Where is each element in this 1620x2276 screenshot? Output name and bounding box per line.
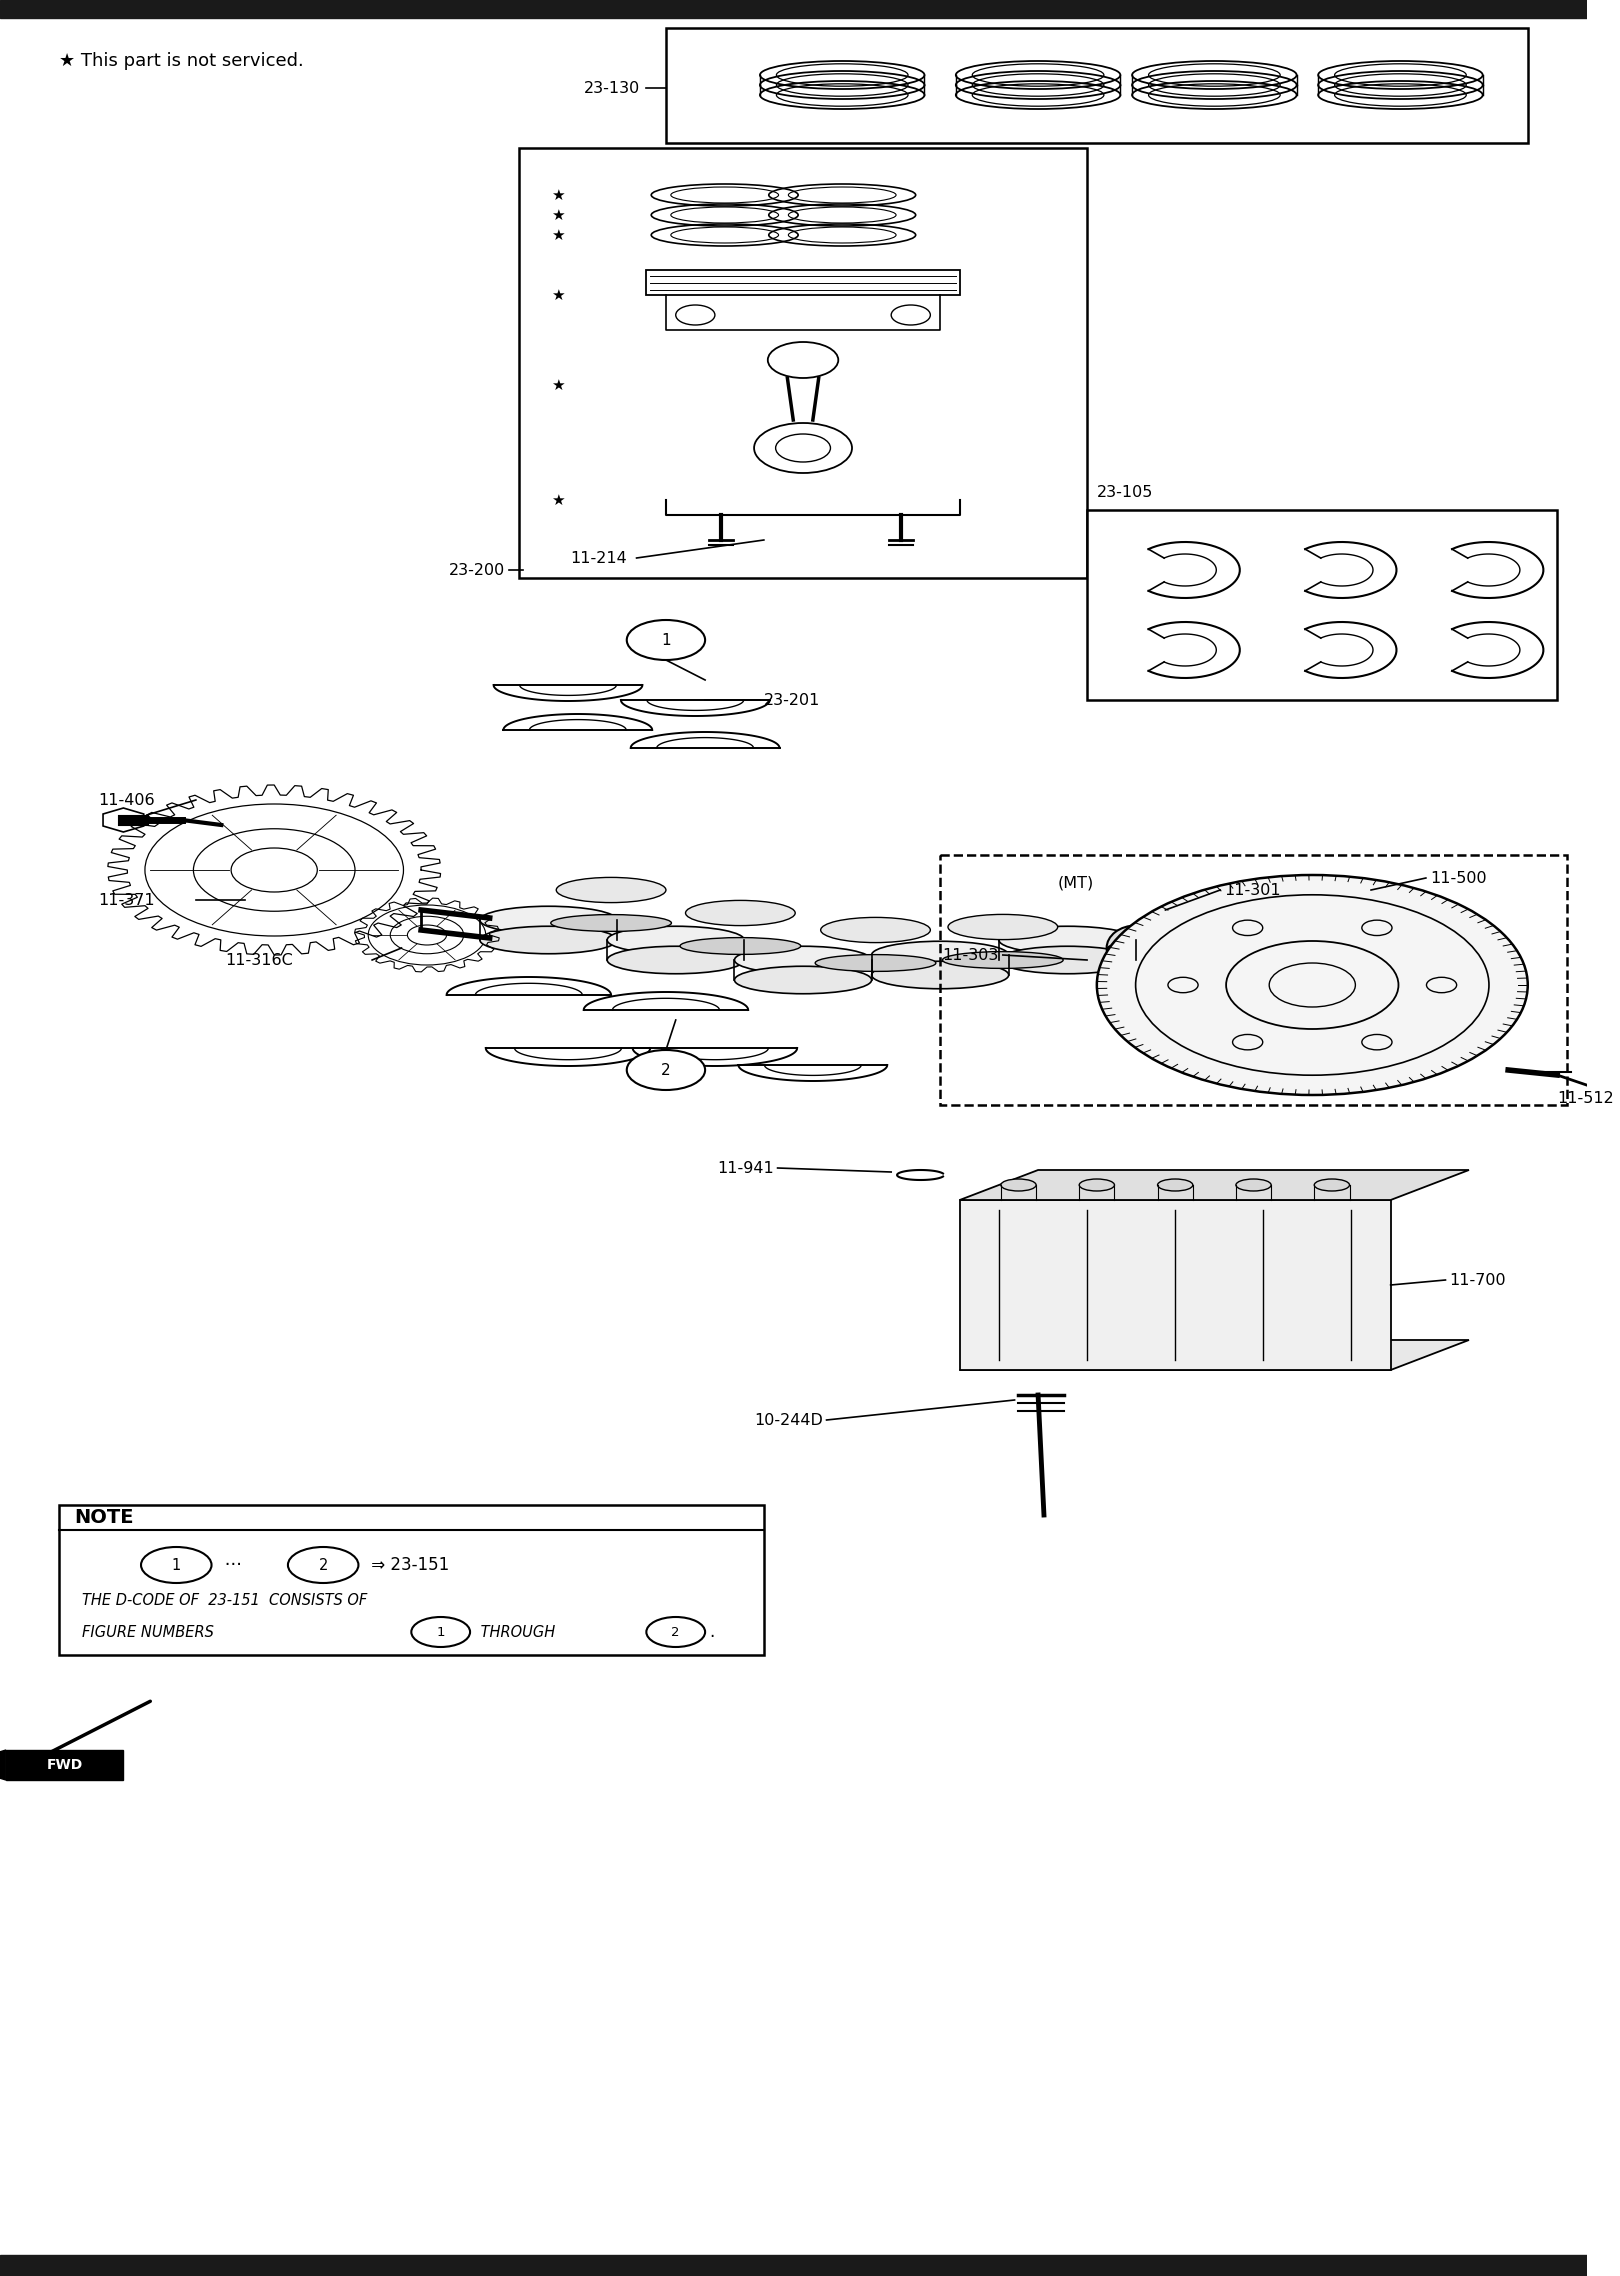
Circle shape	[1108, 945, 1118, 951]
Text: 11-316C: 11-316C	[225, 951, 293, 967]
Text: ★: ★	[551, 378, 565, 391]
Ellipse shape	[480, 906, 617, 933]
Text: 11-301: 11-301	[1225, 883, 1281, 897]
Text: THROUGH: THROUGH	[476, 1625, 561, 1639]
Text: 11-214: 11-214	[570, 551, 627, 564]
Polygon shape	[959, 1199, 1390, 1370]
Bar	[0, 2256, 1586, 2276]
Text: .: .	[710, 1623, 714, 1641]
Text: ★ This part is not serviced.: ★ This part is not serviced.	[58, 52, 303, 71]
Ellipse shape	[1106, 926, 1165, 970]
Ellipse shape	[551, 915, 671, 931]
Ellipse shape	[685, 901, 795, 926]
Ellipse shape	[815, 954, 936, 972]
Ellipse shape	[821, 917, 930, 942]
Text: 11-371: 11-371	[97, 892, 154, 908]
Text: 1: 1	[172, 1557, 181, 1573]
Ellipse shape	[608, 926, 744, 954]
Ellipse shape	[734, 967, 872, 995]
Text: ···: ···	[219, 1557, 248, 1575]
Ellipse shape	[872, 942, 1009, 970]
Text: NOTE: NOTE	[75, 1509, 134, 1527]
Text: 23-105: 23-105	[1097, 485, 1153, 501]
Text: 11-941: 11-941	[718, 1161, 774, 1174]
Circle shape	[627, 619, 705, 660]
Text: 1: 1	[661, 633, 671, 646]
Text: 23-201: 23-201	[765, 692, 820, 708]
Text: 11-406: 11-406	[97, 792, 154, 808]
Ellipse shape	[1158, 1179, 1192, 1190]
Polygon shape	[0, 1750, 6, 1780]
Circle shape	[627, 1049, 705, 1090]
Text: (MT): (MT)	[1058, 874, 1094, 890]
Text: 1: 1	[436, 1625, 446, 1639]
Bar	[940, 856, 1567, 1106]
Text: ★: ★	[551, 287, 565, 303]
Bar	[666, 27, 1528, 143]
Text: THE D-CODE OF  23-151  CONSISTS OF: THE D-CODE OF 23-151 CONSISTS OF	[83, 1593, 368, 1607]
Ellipse shape	[1079, 1179, 1115, 1190]
Text: FWD: FWD	[47, 1757, 83, 1773]
Ellipse shape	[608, 947, 744, 974]
Ellipse shape	[948, 915, 1058, 940]
Ellipse shape	[872, 960, 1009, 988]
Text: 2: 2	[319, 1557, 327, 1573]
Bar	[1087, 510, 1557, 701]
Bar	[0, 0, 1586, 18]
Polygon shape	[959, 1170, 1469, 1199]
Text: 23-130: 23-130	[585, 80, 640, 96]
Text: ★: ★	[551, 207, 565, 223]
Ellipse shape	[556, 879, 666, 904]
Ellipse shape	[1314, 1179, 1349, 1190]
Text: 23-200: 23-200	[449, 562, 505, 578]
Circle shape	[646, 1616, 705, 1648]
Circle shape	[1119, 951, 1129, 956]
Polygon shape	[646, 271, 959, 296]
Text: 11-512: 11-512	[1557, 1090, 1614, 1106]
Ellipse shape	[1000, 926, 1136, 954]
Circle shape	[288, 1548, 358, 1584]
Bar	[58, 1504, 765, 1655]
Ellipse shape	[943, 951, 1063, 967]
Ellipse shape	[734, 947, 872, 974]
Text: 2: 2	[661, 1063, 671, 1077]
Circle shape	[141, 1548, 212, 1584]
Text: ★: ★	[551, 228, 565, 244]
Circle shape	[411, 1616, 470, 1648]
Text: 10-244D: 10-244D	[753, 1413, 823, 1427]
Text: ★: ★	[551, 187, 565, 203]
Ellipse shape	[1000, 947, 1136, 974]
Text: ★: ★	[551, 492, 565, 508]
Circle shape	[1097, 874, 1528, 1095]
Ellipse shape	[680, 938, 800, 954]
Text: ⇒ 23-151: ⇒ 23-151	[366, 1557, 449, 1575]
Circle shape	[1142, 951, 1153, 956]
Ellipse shape	[480, 926, 617, 954]
Text: 11-500: 11-500	[1430, 869, 1487, 885]
Text: 2: 2	[671, 1625, 680, 1639]
Ellipse shape	[1001, 1179, 1037, 1190]
Circle shape	[1142, 940, 1153, 945]
Circle shape	[1119, 940, 1129, 945]
Text: 11-303: 11-303	[943, 947, 1000, 963]
Bar	[518, 148, 1087, 578]
Text: 11-700: 11-700	[1450, 1272, 1507, 1288]
Polygon shape	[959, 1341, 1469, 1370]
Text: FIGURE NUMBERS: FIGURE NUMBERS	[83, 1625, 219, 1639]
Ellipse shape	[1236, 1179, 1272, 1190]
Polygon shape	[6, 1750, 123, 1780]
Circle shape	[1155, 945, 1165, 951]
